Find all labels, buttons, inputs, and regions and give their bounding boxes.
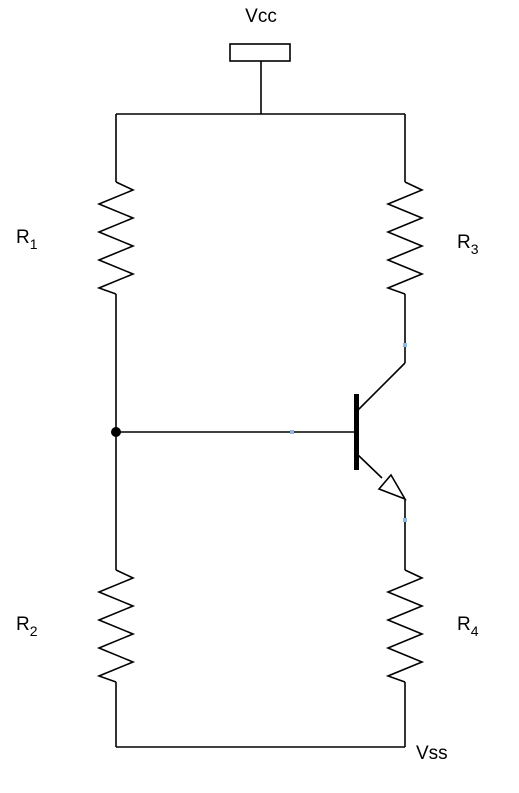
collector-marker <box>403 343 407 347</box>
r4-label-index: 4 <box>471 623 479 639</box>
vss-label: Vss <box>416 743 448 764</box>
r3-label-index: 3 <box>471 241 479 257</box>
r4-label-letter: R <box>457 614 471 635</box>
r4-resistor <box>385 569 425 683</box>
r2-resistor <box>96 569 136 683</box>
base-wire-marker <box>290 430 294 434</box>
r2-label-letter: R <box>16 614 30 635</box>
vcc-terminal <box>229 43 291 62</box>
transistor-emitter-wire <box>357 454 383 479</box>
transistor-base-bar <box>354 394 359 470</box>
r3-resistor <box>385 181 425 295</box>
r1-label-index: 1 <box>30 236 38 252</box>
vcc-label: Vcc <box>245 6 277 27</box>
emitter-arrow <box>377 473 407 501</box>
emitter-marker <box>403 518 407 522</box>
r3-label: R3 <box>457 232 479 257</box>
r2-label: R2 <box>16 614 38 639</box>
r2-label-index: 2 <box>30 623 38 639</box>
transistor-collector-wire <box>357 362 406 411</box>
r1-label: R1 <box>16 227 38 252</box>
r4-label: R4 <box>457 614 479 639</box>
r1-label-letter: R <box>16 227 30 248</box>
r1-resistor <box>96 181 136 295</box>
r3-label-letter: R <box>457 232 471 253</box>
